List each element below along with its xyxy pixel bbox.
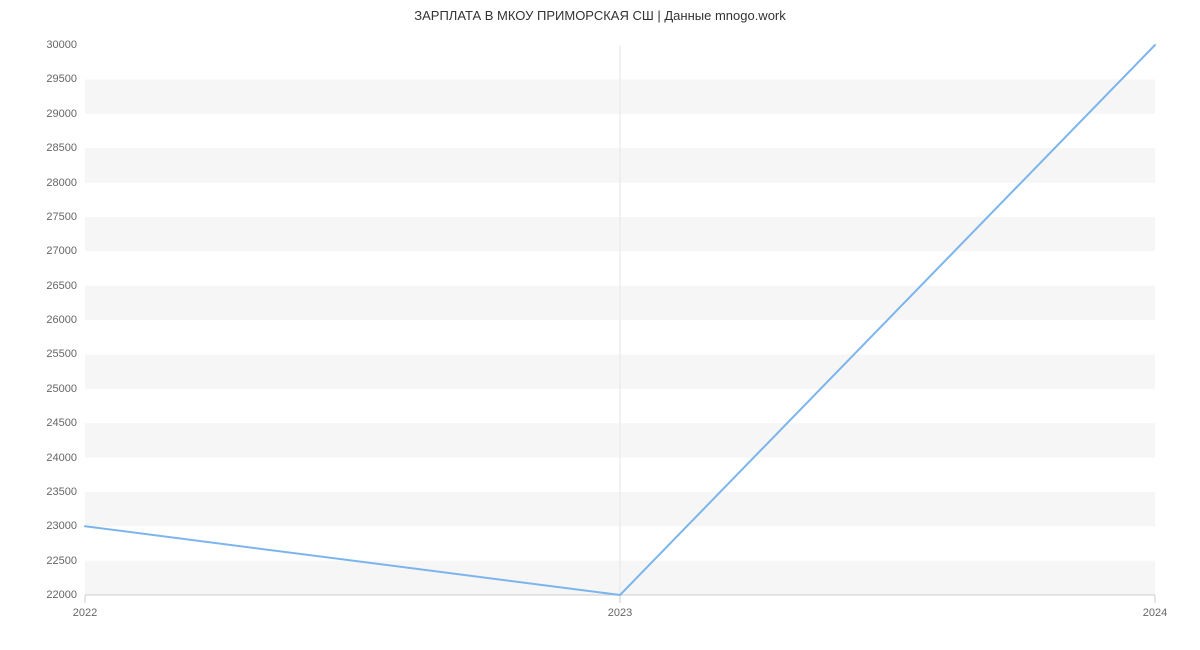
y-axis-tick-label: 30000 (0, 39, 77, 51)
y-axis-tick-label: 29000 (0, 108, 77, 120)
y-axis-tick-label: 29500 (0, 73, 77, 85)
x-axis-tick-label: 2024 (1143, 607, 1167, 619)
y-axis-tick-label: 28000 (0, 177, 77, 189)
y-axis-tick-label: 24000 (0, 452, 77, 464)
y-axis-tick-label: 24500 (0, 417, 77, 429)
y-axis-tick-label: 25000 (0, 383, 77, 395)
x-axis-tick-label: 2023 (608, 607, 632, 619)
chart-plot-area (0, 0, 1200, 650)
y-axis-tick-label: 23500 (0, 486, 77, 498)
y-axis-tick-label: 26500 (0, 280, 77, 292)
y-axis-tick-label: 23000 (0, 520, 77, 532)
y-axis-tick-label: 28500 (0, 142, 77, 154)
salary-line-chart: ЗАРПЛАТА В МКОУ ПРИМОРСКАЯ СШ | Данные m… (0, 0, 1200, 650)
x-axis-tick-label: 2022 (73, 607, 97, 619)
y-axis-tick-label: 27500 (0, 211, 77, 223)
y-axis-tick-label: 27000 (0, 245, 77, 257)
y-axis-tick-label: 25500 (0, 348, 77, 360)
y-axis-tick-label: 22500 (0, 555, 77, 567)
y-axis-tick-label: 22000 (0, 589, 77, 601)
y-axis-tick-label: 26000 (0, 314, 77, 326)
